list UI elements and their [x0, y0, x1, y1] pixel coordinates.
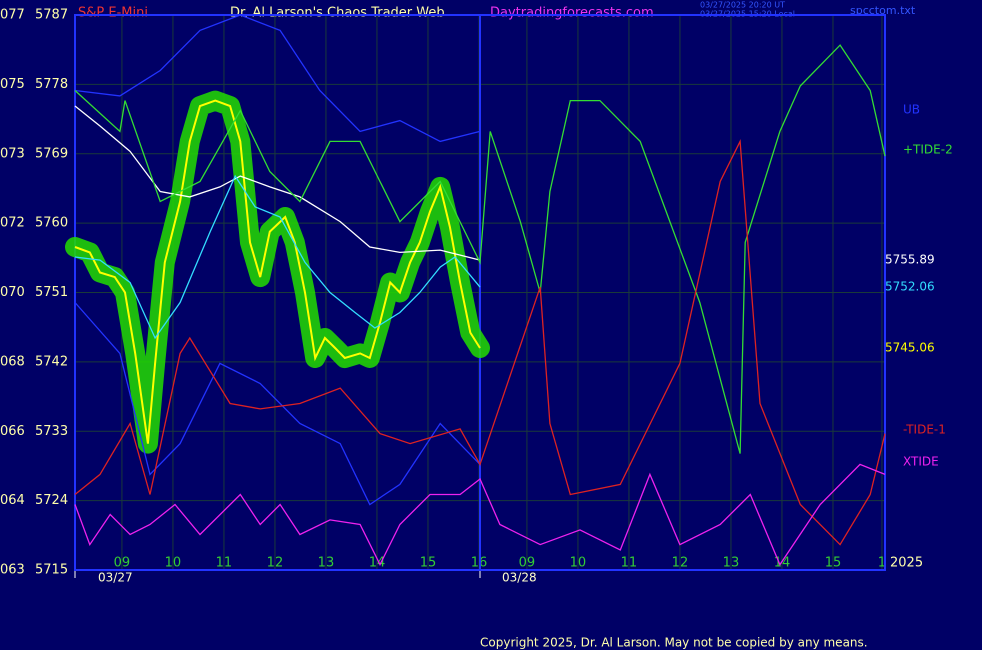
x-tick-label: 1: [878, 556, 886, 571]
last-value-label: 5755.89: [885, 253, 935, 267]
y-tick-code: 068: [0, 354, 25, 369]
chart-title: Dr. Al Larson's Chaos Trader Web: [230, 6, 445, 21]
site: Daytradingforecasts.com: [490, 6, 654, 21]
y-tick-code: 077: [0, 8, 25, 23]
y-tick-code: 072: [0, 216, 25, 231]
y-tick-label: 5751: [35, 285, 68, 300]
y-tick-label: 5733: [35, 424, 68, 439]
last-value-label: 5752.06: [885, 280, 935, 294]
x-tick-label: 10: [570, 556, 587, 571]
series-line: [74, 105, 481, 261]
y-tick-code: 075: [0, 77, 25, 92]
x-tick-label: 15: [420, 556, 437, 571]
y-tick-label: 5787: [35, 8, 68, 23]
y-tick-code: 073: [0, 146, 25, 161]
legend-label: +TIDE-2: [903, 143, 953, 157]
date-label: 03/27: [98, 571, 133, 585]
x-tick-label: 14: [369, 556, 386, 571]
series-line: [74, 44, 886, 454]
x-tick-label: 16: [471, 556, 488, 571]
series-line: [74, 14, 481, 143]
x-tick-label: 13: [318, 556, 335, 571]
x-tick-label: 10: [165, 556, 182, 571]
y-tick-label: 5742: [35, 354, 68, 369]
copyright: Copyright 2025, Dr. Al Larson. May not b…: [480, 636, 868, 650]
y-tick-label: 5724: [35, 493, 68, 508]
y-tick-label: 5769: [35, 146, 68, 161]
series-line: [74, 302, 481, 506]
date-label: 03/28: [502, 571, 537, 585]
x-tick-label: 11: [621, 556, 638, 571]
year-label: 2025: [890, 556, 923, 571]
x-tick-label: 14: [774, 556, 791, 571]
y-tick-code: 064: [0, 493, 25, 508]
y-tick-label: 5715: [35, 563, 68, 578]
series-line: [74, 99, 481, 444]
series-line: [74, 174, 481, 340]
y-tick-code: 066: [0, 424, 25, 439]
x-tick-label: 11: [216, 556, 233, 571]
last-value-label: 5745.06: [885, 341, 935, 355]
series-line: [74, 463, 886, 567]
legend-label: UB: [903, 103, 920, 117]
file-name: spcctom.txt: [850, 4, 916, 17]
symbol: S&P E-Mini: [78, 6, 148, 21]
x-tick-label: 12: [672, 556, 689, 571]
y-tick-label: 5778: [35, 77, 68, 92]
time-ut: 03/27/2025 20:20 UT: [700, 1, 785, 10]
y-tick-code: 063: [0, 563, 25, 578]
legend-label: XTIDE: [903, 455, 939, 469]
x-tick-label: 09: [519, 556, 536, 571]
x-tick-label: 15: [825, 556, 842, 571]
x-tick-label: 09: [114, 556, 131, 571]
y-tick-code: 070: [0, 285, 25, 300]
x-tick-label: 13: [723, 556, 740, 571]
series-line: [74, 138, 886, 546]
legend-label: -TIDE-1: [903, 423, 946, 437]
x-tick-label: 12: [267, 556, 284, 571]
y-tick-label: 5760: [35, 216, 68, 231]
